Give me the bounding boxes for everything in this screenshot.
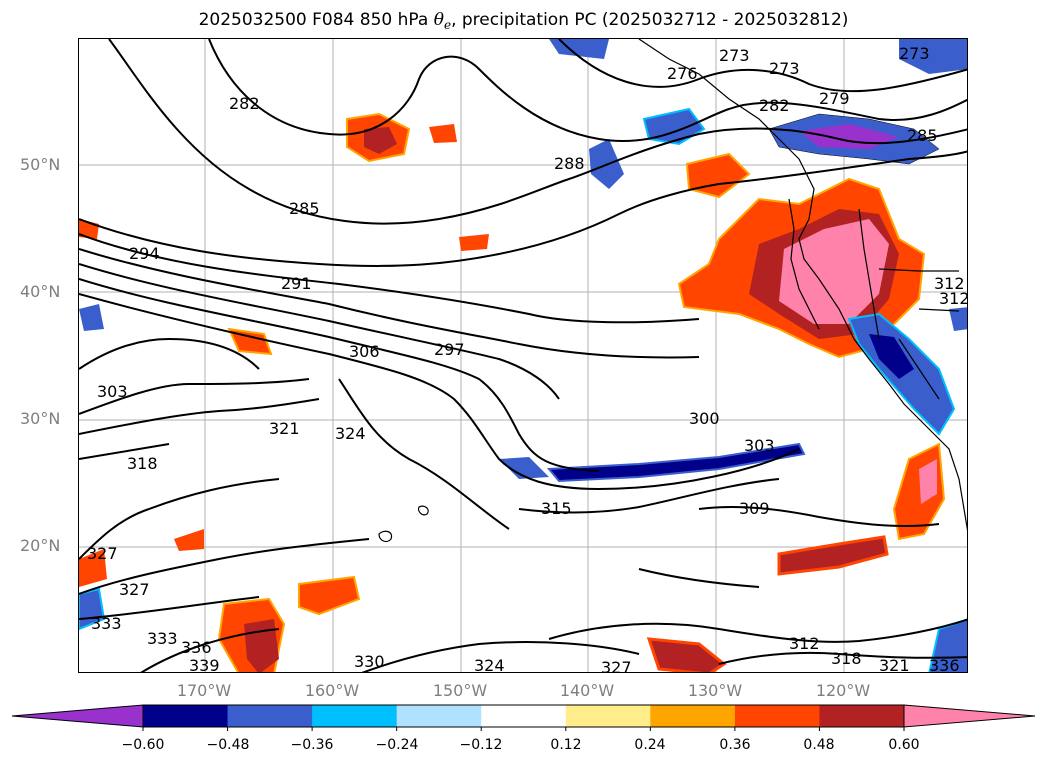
contour-label: 273 [899, 44, 930, 63]
contour-label: 300 [689, 409, 720, 428]
contour-label: 333 [147, 629, 178, 648]
lon-label-150w: 150°W [432, 681, 488, 700]
colorbar-tick-label: 0.36 [719, 737, 751, 753]
precip-positive-areas [79, 112, 946, 672]
contour-label: 294 [129, 244, 160, 263]
lon-label-120w: 120°W [815, 681, 871, 700]
colorbar-tick-label: 0.12 [550, 737, 582, 753]
contour-label: 291 [281, 274, 312, 293]
map-panel: 273 273 273 276 279 282 282 285 285 288 … [78, 38, 968, 673]
contour-label: 309 [739, 499, 770, 518]
colorbar-segment [227, 705, 313, 727]
contour-label: 315 [541, 499, 572, 518]
colorbar-tick-label: −0.24 [375, 737, 419, 753]
contour-label: 321 [879, 656, 910, 673]
contour-label: 282 [759, 96, 790, 115]
contour-label: 285 [289, 199, 320, 218]
contour-label: 273 [769, 59, 800, 78]
colorbar-segment [650, 705, 736, 727]
lon-label-160w: 160°W [304, 681, 360, 700]
colorbar-segment [312, 705, 398, 727]
colorbar-tick-label: −0.36 [290, 737, 334, 753]
colorbar-tick-label: −0.48 [206, 737, 250, 753]
lon-label-130w: 130°W [687, 681, 743, 700]
contour-label: 303 [744, 436, 775, 455]
contour-label: 312 [934, 274, 965, 293]
contour-label: 306 [349, 342, 380, 361]
contour-label: 336 [929, 656, 960, 673]
contour-label: 285 [907, 126, 938, 145]
contour-label: 279 [819, 89, 850, 108]
contour-label: 297 [434, 340, 465, 359]
lat-label-50n: 50°N [20, 155, 61, 174]
contour-label: 324 [474, 656, 505, 673]
map-canvas: 273 273 273 276 279 282 282 285 285 288 … [79, 39, 968, 673]
contour-label: 324 [335, 424, 366, 443]
colorbar-extend-low [12, 705, 143, 727]
contour-label: 327 [601, 658, 632, 673]
colorbar-segment [396, 705, 482, 727]
contour-label: 282 [229, 94, 260, 113]
contour-label: 333 [91, 614, 122, 633]
colorbar-tick-label: 0.48 [803, 737, 835, 753]
contour-label: 339 [189, 656, 220, 673]
lat-label-30n: 30°N [20, 409, 61, 428]
contour-label: 318 [127, 454, 158, 473]
contour-label: 336 [181, 638, 212, 657]
lat-label-20n: 20°N [20, 536, 61, 555]
lon-label-140w: 140°W [559, 681, 615, 700]
contour-label: 303 [97, 382, 128, 401]
contour-labels: 273 273 273 276 279 282 282 285 285 288 … [87, 44, 968, 673]
contour-label: 318 [831, 649, 862, 668]
colorbar-tick-label: 0.24 [634, 737, 666, 753]
contour-label: 312 [939, 289, 968, 308]
contour-label: 330 [354, 652, 385, 671]
contour-label: 276 [667, 64, 698, 83]
colorbar-segment [143, 705, 229, 727]
colorbar-segment [819, 705, 905, 727]
contour-label: 327 [119, 580, 150, 599]
colorbar-extend-high [904, 705, 1035, 727]
lat-label-40n: 40°N [20, 282, 61, 301]
lon-label-170w: 170°W [176, 681, 232, 700]
map-title: 2025032500 F084 850 hPa θe, precipitatio… [198, 10, 849, 33]
coastlines [378, 39, 967, 543]
colorbar-segment [481, 705, 567, 727]
colorbar [11, 704, 1036, 731]
contour-label: 312 [789, 634, 820, 653]
colorbar-segment [565, 705, 651, 727]
contour-label: 327 [87, 544, 118, 563]
colorbar-segment [734, 705, 820, 727]
contour-label: 273 [719, 46, 750, 65]
colorbar-tick-label: 0.60 [888, 737, 920, 753]
contour-label: 321 [269, 419, 300, 438]
colorbar-tick-label: −0.12 [459, 737, 503, 753]
colorbar-tick-label: −0.60 [121, 737, 165, 753]
theta-e-contours [79, 39, 967, 672]
contour-label: 288 [554, 154, 585, 173]
